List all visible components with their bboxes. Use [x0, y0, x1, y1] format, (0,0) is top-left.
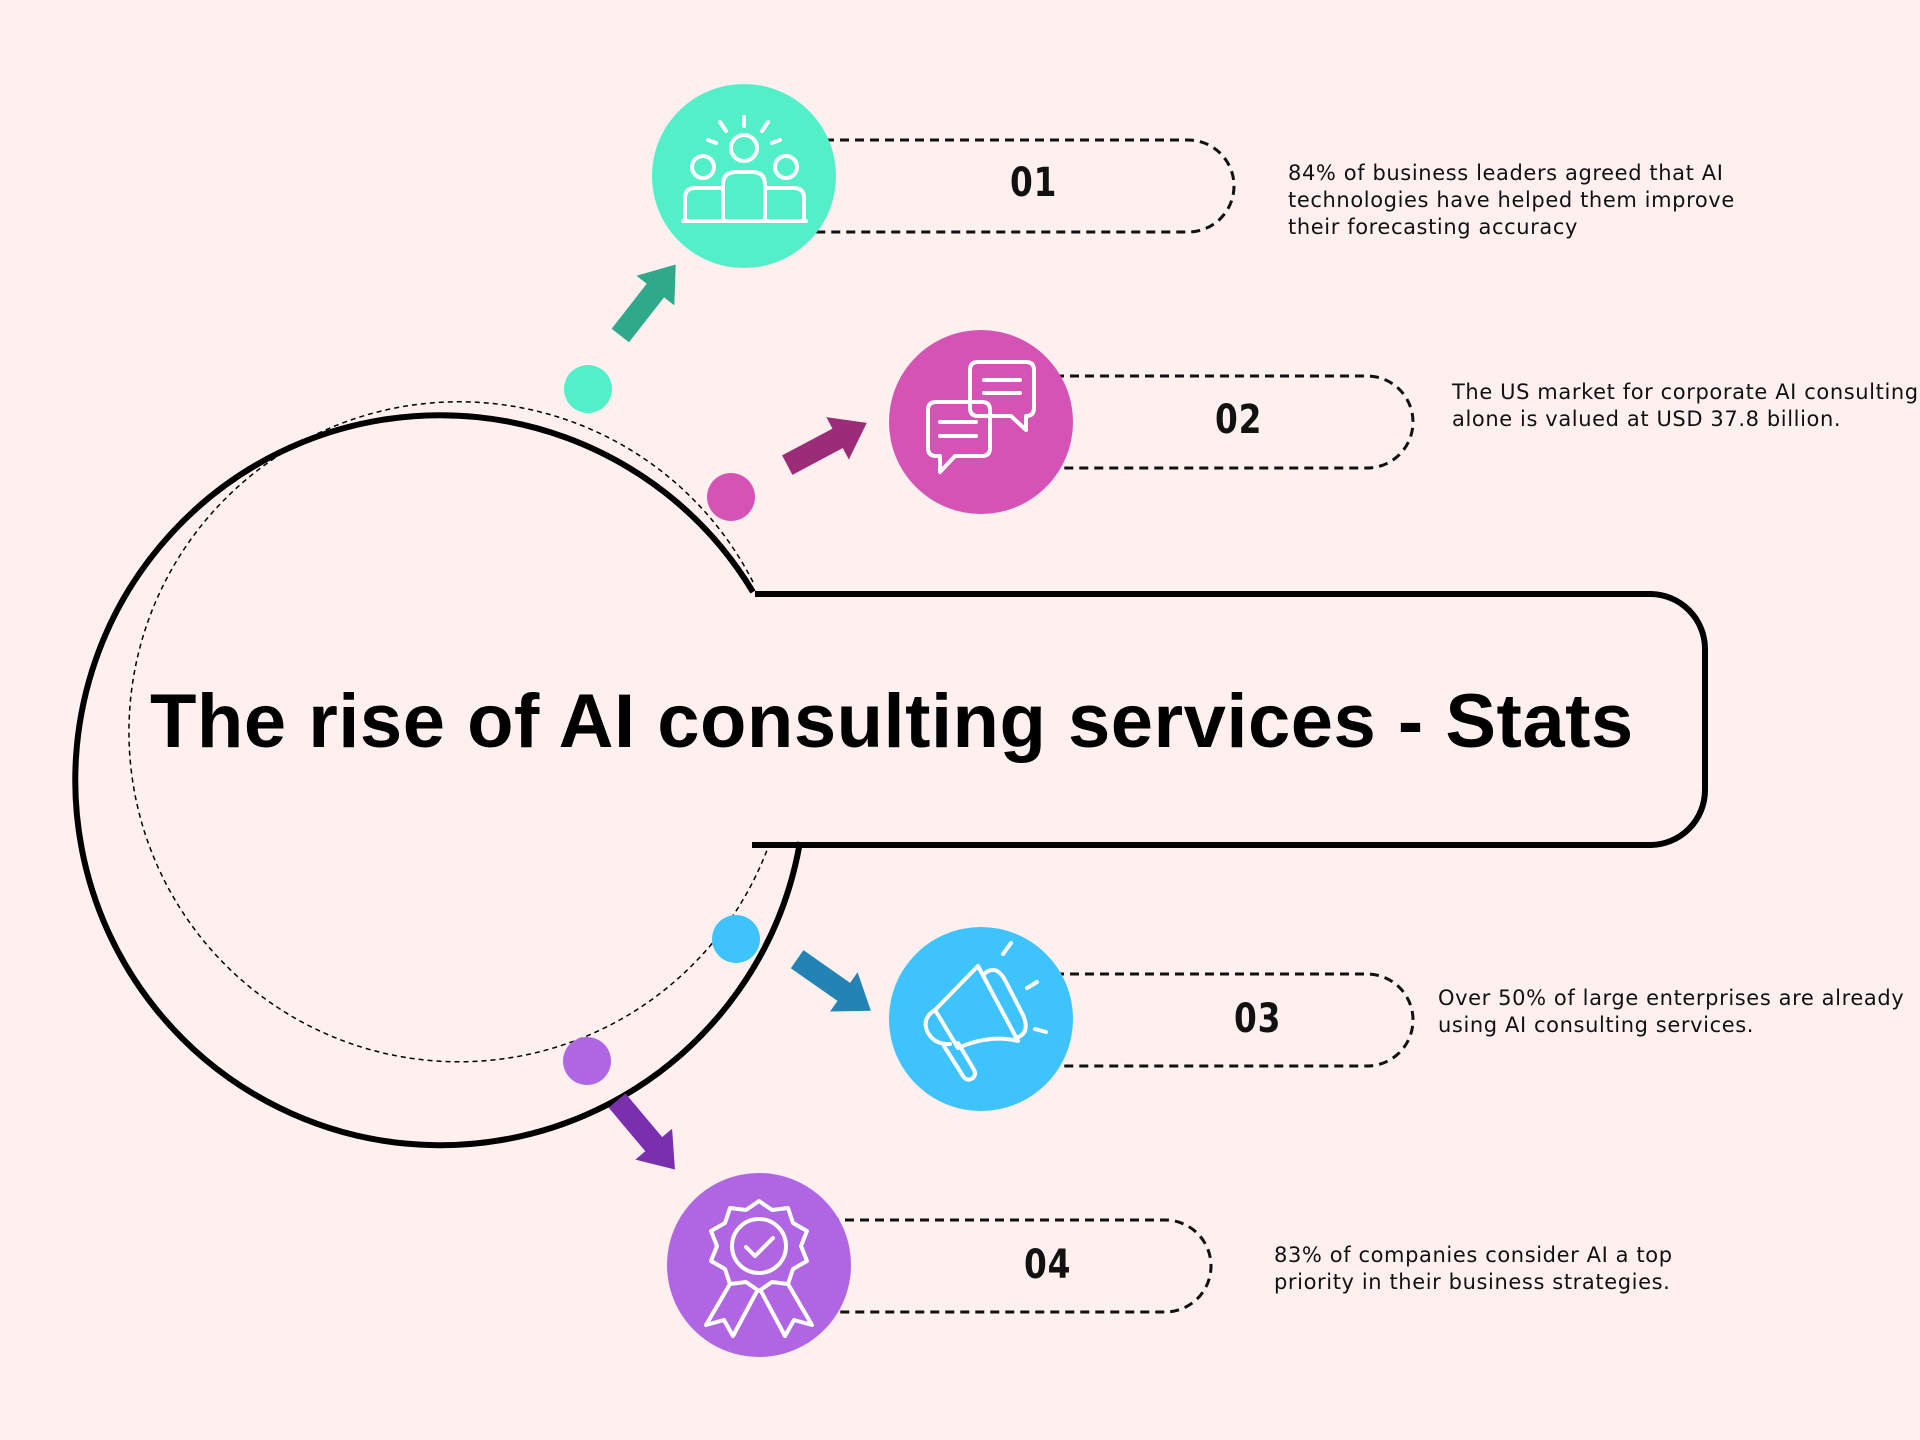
megaphone-icon — [923, 941, 1048, 1082]
stat-number-4: 04 — [1024, 1242, 1072, 1288]
stat-text-3: Over 50% of large enterprises are alread… — [1438, 986, 1905, 1037]
number-pill-3 — [1010, 972, 1415, 1068]
ring-dot-3 — [712, 915, 760, 963]
award-ribbon-icon — [704, 1199, 814, 1338]
people-group-icon — [681, 115, 808, 223]
icon-circle-2 — [889, 330, 1073, 514]
number-pill-4 — [800, 1218, 1213, 1314]
ring-dot-1 — [564, 365, 612, 413]
arrow-4 — [608, 1093, 675, 1170]
stat-text-1: 84% of business leaders agreed that AI t… — [1288, 161, 1735, 239]
ring-dot-2 — [707, 473, 755, 521]
page-title: The rise of AI consulting services - Sta… — [150, 679, 1634, 764]
stat-number-3: 03 — [1234, 996, 1282, 1042]
title-capsule — [752, 591, 1708, 848]
icon-circle-1 — [652, 84, 836, 268]
arrow-2 — [782, 417, 867, 475]
inner-dashed-ring — [128, 401, 771, 1063]
chat-bubbles-icon — [926, 360, 1036, 474]
icon-circle-3 — [889, 927, 1073, 1111]
number-pill-2 — [1010, 374, 1415, 470]
stat-text-4: 83% of companies consider AI a top prior… — [1274, 1243, 1673, 1294]
stat-text-2: The US market for corporate AI consultin… — [1452, 380, 1919, 431]
arrow-1 — [611, 264, 676, 343]
stat-number-1: 01 — [1010, 160, 1058, 206]
number-pill-1 — [780, 138, 1236, 234]
arrow-3 — [790, 950, 871, 1012]
outer-ring — [72, 412, 803, 1149]
ring-dot-4 — [563, 1037, 611, 1085]
stat-number-2: 02 — [1215, 397, 1263, 443]
